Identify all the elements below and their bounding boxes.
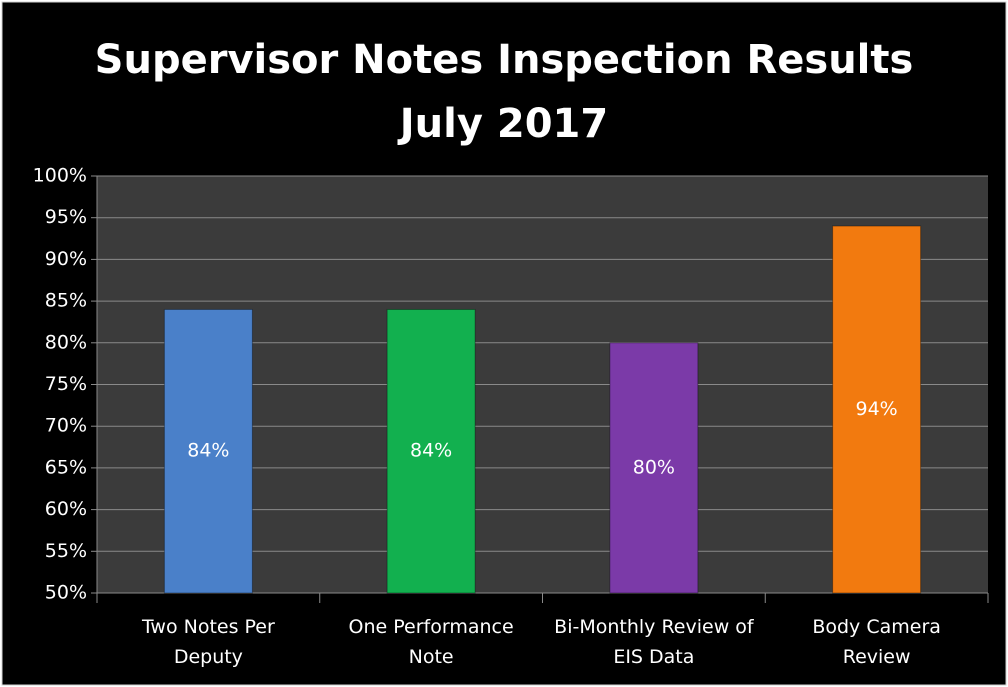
bar bbox=[609, 342, 699, 594]
y-tick-label: 70% bbox=[45, 415, 87, 437]
y-tick-label: 100% bbox=[33, 165, 87, 187]
x-tick-label: Two Notes Per Deputy bbox=[141, 616, 275, 668]
y-tick-label: 90% bbox=[45, 248, 87, 270]
y-tick-label: 50% bbox=[45, 582, 87, 604]
value-label: 84% bbox=[187, 440, 229, 462]
bar bbox=[163, 308, 253, 594]
x-tick-label: One Performance Note bbox=[349, 616, 514, 668]
bar bbox=[832, 225, 922, 594]
chart-subtitle: July 2017 bbox=[397, 101, 608, 147]
value-label: 94% bbox=[856, 398, 898, 420]
y-tick-label: 95% bbox=[45, 206, 87, 228]
y-tick-label: 55% bbox=[45, 540, 87, 562]
value-label: 84% bbox=[410, 440, 452, 462]
y-tick-label: 80% bbox=[45, 331, 87, 353]
x-tick-label: Body Camera Review bbox=[812, 616, 941, 668]
bar bbox=[386, 308, 476, 594]
y-tick-label: 85% bbox=[45, 290, 87, 312]
y-tick-label: 75% bbox=[45, 373, 87, 395]
x-tick-label: Bi-Monthly Review of EIS Data bbox=[554, 616, 755, 668]
value-label: 80% bbox=[633, 456, 675, 478]
y-tick-label: 60% bbox=[45, 498, 87, 520]
y-tick-label: 65% bbox=[45, 456, 87, 478]
chart-title: Supervisor Notes Inspection Results bbox=[95, 37, 914, 83]
